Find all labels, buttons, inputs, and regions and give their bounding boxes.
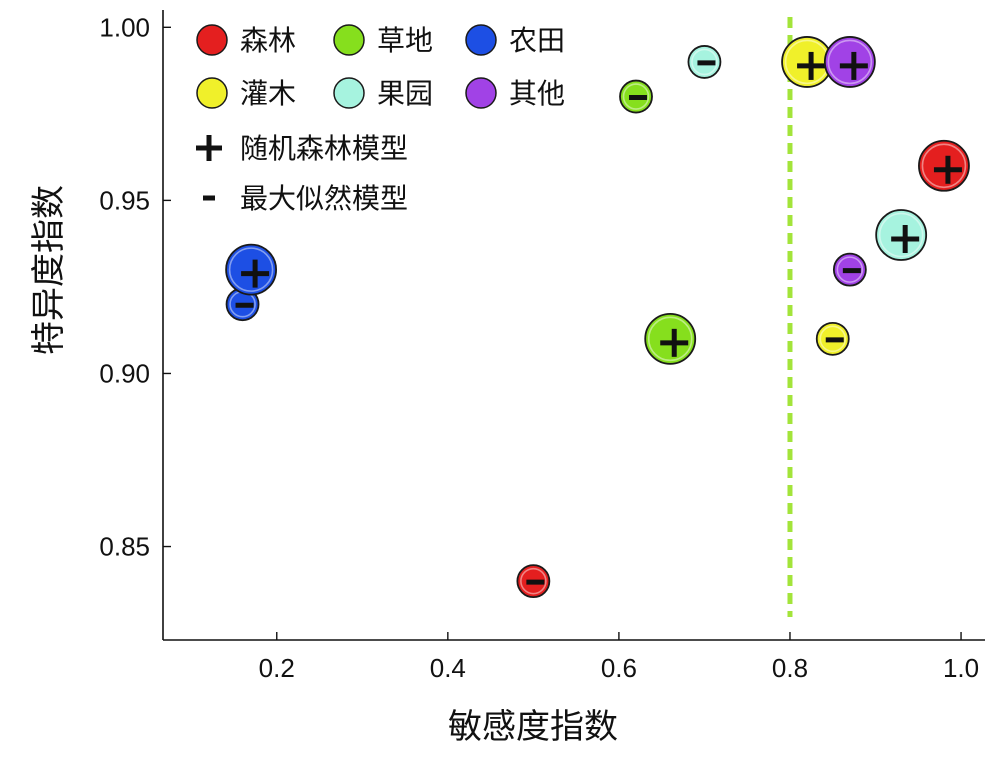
point-circle	[225, 243, 278, 296]
legend-label: 其他	[509, 78, 565, 110]
data-point-plus-3	[781, 36, 833, 88]
x-tick-label: 0.2	[259, 653, 295, 683]
legend-swatch	[333, 24, 365, 56]
point-highlight-ring	[827, 39, 873, 85]
legend-label: 森林	[240, 25, 296, 57]
y-tick-label: 1.00	[99, 12, 150, 42]
legend-label: 草地	[377, 25, 433, 57]
data-point-plus-5	[823, 36, 876, 88]
point-highlight-ring	[921, 143, 967, 189]
legend-item-model: 随机森林模型	[196, 133, 408, 165]
legend-item-category: 草地	[333, 24, 433, 57]
plus-marker	[933, 155, 962, 184]
legend-swatch	[196, 77, 228, 109]
point-highlight-ring	[691, 48, 718, 76]
y-axis-ticks: 0.85 0.90 0.95 1.00	[99, 12, 171, 562]
point-circle	[823, 36, 876, 88]
legend-item-category: 灌木	[196, 77, 296, 110]
point-circle	[918, 139, 970, 192]
point-highlight-ring	[622, 83, 650, 110]
plus-marker	[241, 259, 270, 288]
legend-label: 最大似然模型	[240, 183, 408, 215]
data-point-plus-2	[225, 243, 278, 296]
point-circle	[875, 209, 928, 261]
legend-plus-marker	[196, 135, 222, 161]
plus-marker	[797, 51, 826, 80]
data-point-plus-4	[875, 209, 928, 261]
legend-label: 灌木	[240, 78, 296, 110]
point-circle	[644, 312, 697, 365]
data-point-minus-5	[832, 252, 867, 287]
legend-item-category: 森林	[196, 24, 296, 57]
legend-swatch	[196, 24, 228, 56]
legend-item-category: 果园	[333, 77, 433, 110]
data-point-plus-1	[644, 312, 697, 365]
plus-marker	[891, 225, 920, 253]
legend-label: 随机森林模型	[240, 133, 408, 165]
y-tick-label: 0.90	[99, 358, 150, 388]
data-point-minus-4	[687, 45, 722, 79]
legend-swatch	[465, 77, 497, 109]
legend-swatch	[333, 77, 365, 109]
legend-item-category: 其他	[465, 77, 565, 110]
legend-swatch	[465, 24, 497, 56]
point-highlight-ring	[228, 247, 274, 292]
plus-marker	[660, 328, 689, 357]
data-point-plus-0	[918, 139, 970, 192]
x-tick-label: 0.6	[601, 653, 637, 683]
x-axis-title: 敏感度指数	[448, 708, 618, 746]
x-axis-ticks: 0.2 0.4 0.6 0.8 1.0	[259, 632, 979, 683]
legend-item-model: 最大似然模型	[203, 183, 408, 215]
y-axis-title: 特异度指数	[30, 185, 68, 355]
point-highlight-ring	[878, 212, 924, 258]
data-points	[225, 36, 970, 599]
y-tick-label: 0.85	[99, 532, 150, 562]
x-tick-label: 1.0	[943, 653, 979, 683]
point-highlight-ring	[647, 316, 693, 362]
point-highlight-ring	[520, 567, 547, 595]
x-tick-label: 0.4	[430, 653, 466, 683]
x-tick-label: 0.8	[772, 653, 808, 683]
data-point-minus-1	[619, 79, 653, 114]
data-point-minus-0	[516, 564, 551, 599]
y-tick-label: 0.95	[99, 185, 150, 215]
legend-label: 农田	[509, 25, 565, 57]
legend-item-category: 农田	[465, 24, 565, 57]
point-highlight-ring	[836, 256, 864, 283]
legend-label: 果园	[377, 79, 433, 110]
data-point-minus-3	[815, 321, 850, 356]
point-highlight-ring	[819, 325, 847, 353]
plus-marker	[839, 51, 868, 80]
